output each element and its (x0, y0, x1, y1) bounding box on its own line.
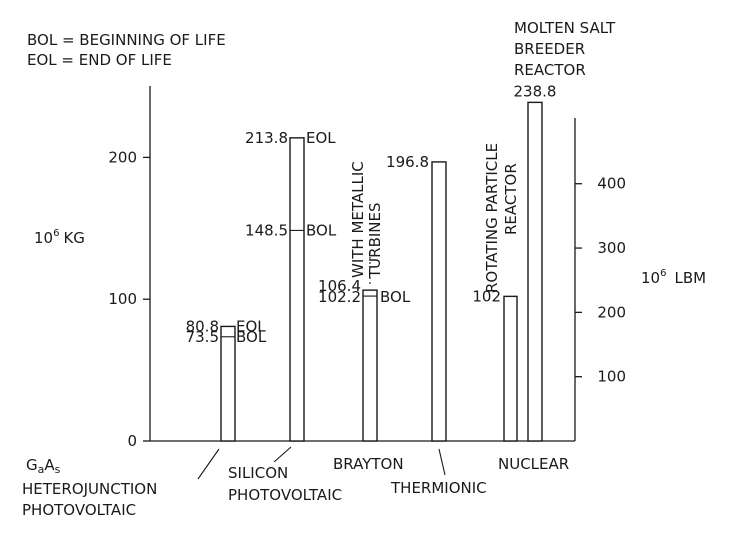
bar-3 (431, 161, 447, 442)
value-label-1-1: 148.5 (245, 221, 288, 239)
brayton-annotation-line-2: TURBINES (366, 203, 384, 280)
value-label-5-0: 238.8 (514, 82, 557, 100)
category-gaas-line-3: PHOTOVOLTAIC (22, 501, 136, 519)
legend-bol: BOL = BEGINNING OF LIFE (27, 31, 226, 49)
right-axis-unit-exp: 6 (660, 268, 666, 279)
value-tag-0-0: EOL (236, 317, 266, 335)
right-axis-unit-base: 10 (641, 269, 660, 287)
bar-1 (289, 137, 305, 442)
category-silicon-line-1: SILICON (228, 464, 288, 482)
category-silicon-line-2: PHOTOVOLTAIC (228, 486, 342, 504)
brayton-annotation-line-1: WITH METALLIC (349, 161, 367, 278)
left-tick-label-100: 100 (108, 290, 137, 308)
right-tick-label-100: 100 (597, 368, 626, 386)
gaas-leader-line (197, 448, 220, 480)
value-label-2-0: 106.4 (318, 277, 361, 295)
silicon-leader-line (273, 446, 292, 463)
right-tick-label-200: 200 (597, 303, 626, 321)
left-tick-label-0: 0 (127, 432, 137, 450)
value-tag-2-1: BOL (380, 288, 411, 306)
left-axis-unit-base: 10 (34, 229, 53, 247)
value-tag-1-0: EOL (306, 129, 336, 147)
bar-4 (503, 295, 518, 442)
right-axis-unit: 106 LBM (641, 268, 706, 287)
value-labels: 80.8 EOL 73.5 BOL 213.8 EOL 148.5 BOL 106.4102.2… (186, 82, 557, 345)
legend-eol: EOL = END OF LIFE (27, 51, 172, 69)
right-tick-label-300: 300 (597, 239, 626, 257)
value-label-4-0: 102 (472, 287, 501, 305)
rotating-particle-reactor-label: ROTATING PARTICLE REACTOR (483, 138, 520, 293)
left-axis-unit: 106 KG (34, 228, 85, 247)
bar-2 (362, 289, 378, 442)
bar-0 (220, 325, 236, 442)
rotating-particle-reactor-line-2: REACTOR (502, 163, 520, 235)
bars (220, 101, 543, 442)
right-axis-unit-label: LBM (674, 269, 706, 287)
bar-5 (527, 101, 543, 442)
category-gaas-line-2: HETEROJUNCTION (22, 480, 157, 498)
value-label-2-1: 102.2 (318, 288, 361, 306)
value-label-1-0: 213.8 (245, 129, 288, 147)
rotating-particle-reactor-line-1: ROTATING PARTICLE (483, 143, 501, 293)
right-tick-label-400: 400 (597, 175, 626, 193)
thermionic-leader-line (438, 448, 446, 476)
value-label-0-0: 80.8 (186, 317, 219, 335)
left-tick-label-200: 200 (108, 148, 137, 166)
category-brayton: BRAYTON (333, 455, 404, 473)
left-axis-ticks: 0 100 200 (108, 148, 150, 450)
value-tag-0-1: BOL (236, 328, 267, 346)
molten-salt-label-line-1: MOLTEN SALT (514, 19, 616, 37)
value-tag-1-1: BOL (306, 221, 337, 239)
category-gaas: GaAs (26, 456, 61, 476)
category-nuclear: NUCLEAR (498, 455, 569, 473)
category-thermionic: THERMIONIC (390, 479, 487, 497)
left-axis-unit-label: KG (63, 229, 84, 247)
right-axis-ticks: 100 200 300 400 (575, 175, 626, 386)
value-label-0-1: 73.5 (186, 328, 219, 346)
brayton-annotation: WITH METALLIC TURBINES (349, 156, 384, 279)
molten-salt-label-line-2: BREEDER (514, 40, 585, 58)
left-axis-unit-exp: 6 (53, 228, 59, 239)
molten-salt-label-line-3: REACTOR (514, 61, 586, 79)
value-label-3-0: 196.8 (386, 153, 429, 171)
